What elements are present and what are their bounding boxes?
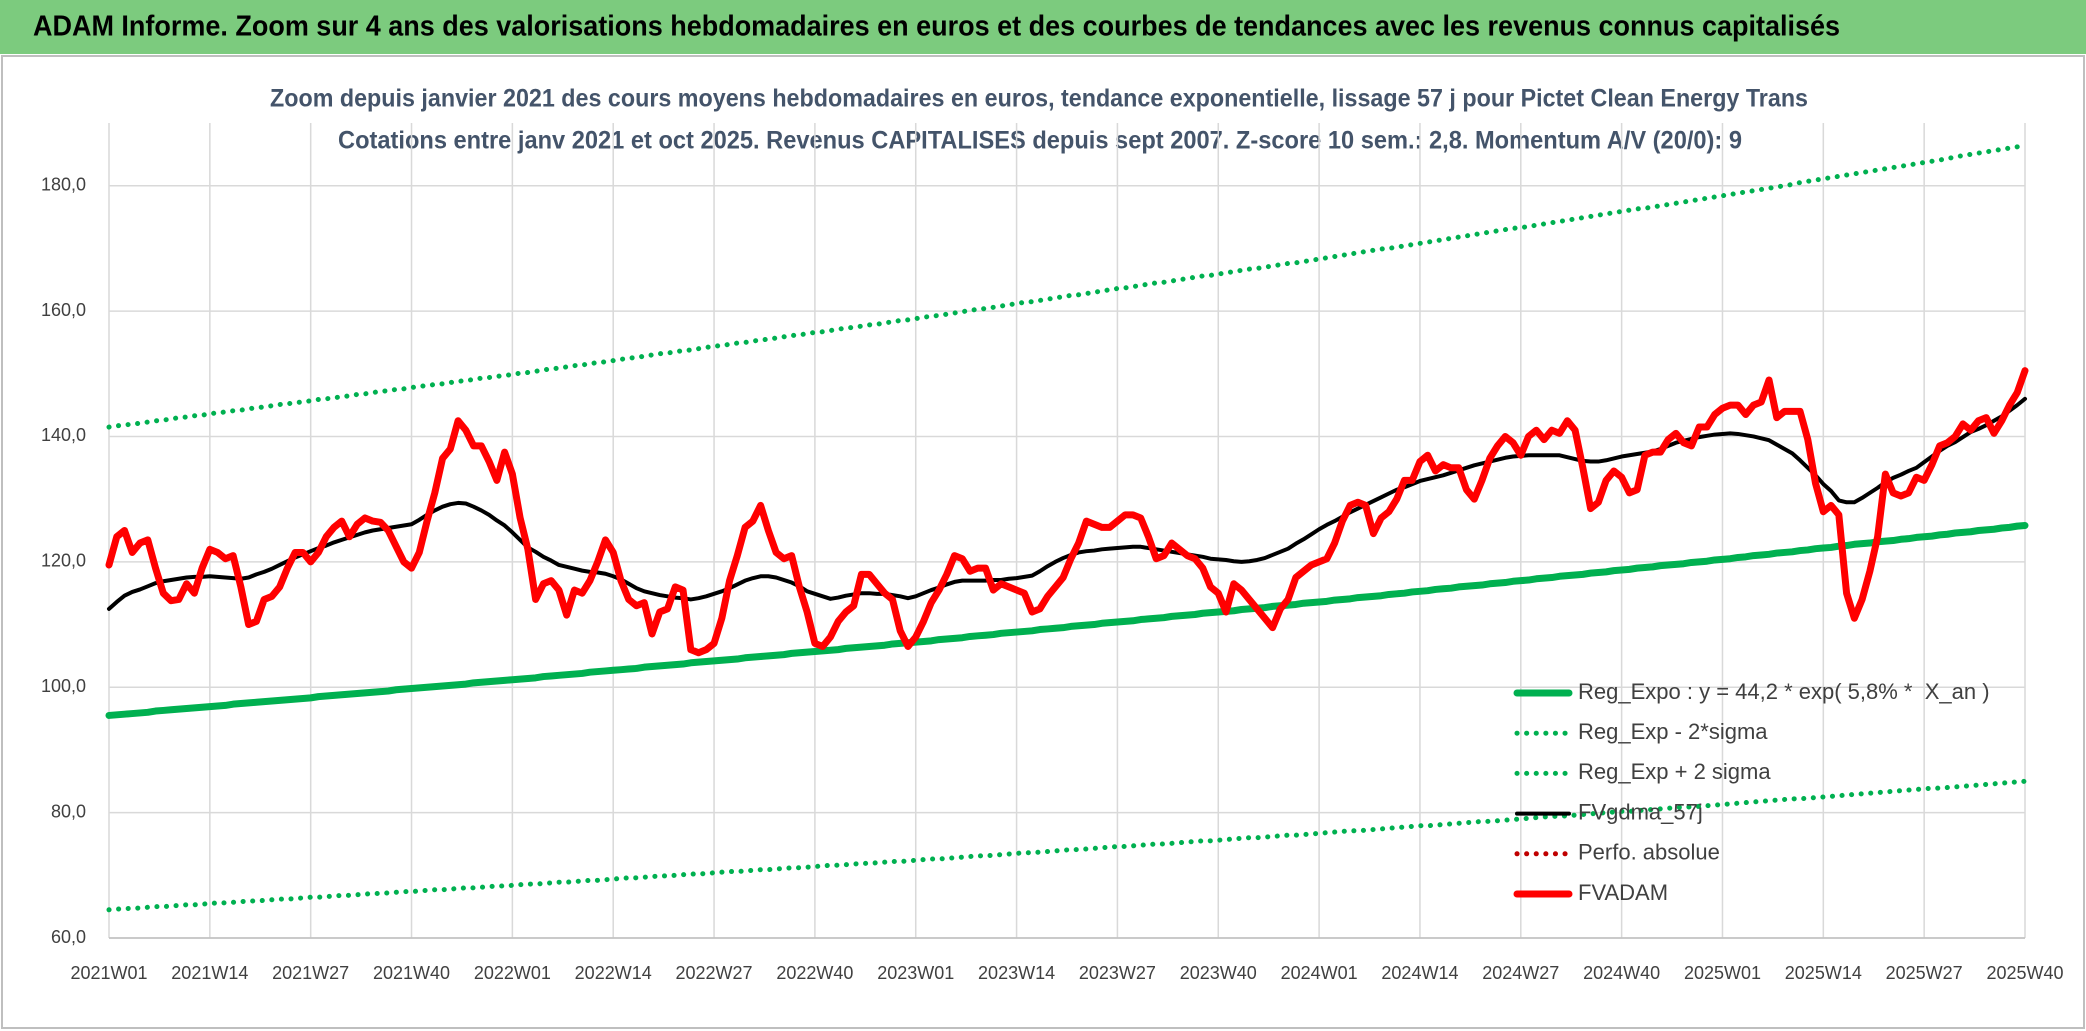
y-tick-label: 180,0 bbox=[41, 174, 86, 194]
y-tick-label: 120,0 bbox=[41, 551, 86, 571]
legend: Reg_Expo : y = 44,2 * exp( 5,8% * X_an )… bbox=[1513, 679, 1990, 905]
x-tick-label: 2022W01 bbox=[474, 963, 551, 983]
series-line bbox=[105, 521, 2029, 719]
legend-label: Perfo. absolue bbox=[1578, 840, 1720, 865]
legend-label: Reg_Exp + 2 sigma bbox=[1578, 759, 1771, 784]
plot-lines bbox=[105, 143, 2029, 913]
grid: 60,0 80,0 100,0 120,0 140,0 160,0 180,0 2021W01… bbox=[41, 123, 2064, 983]
legend-label: Reg_Exp - 2*sigma bbox=[1578, 719, 1768, 744]
series-line bbox=[106, 143, 2028, 430]
x-tick-label: 2023W14 bbox=[978, 963, 1055, 983]
x-tick-label: 2024W01 bbox=[1281, 963, 1358, 983]
x-tick-label: 2023W01 bbox=[877, 963, 954, 983]
y-tick-label: 80,0 bbox=[51, 801, 86, 821]
chart-title: Zoom depuis janvier 2021 des cours moyen… bbox=[270, 85, 1808, 113]
legend-label: Reg_Expo : y = 44,2 * exp( 5,8% * X_an ) bbox=[1578, 679, 1990, 704]
x-tick-label: 2022W27 bbox=[676, 963, 753, 983]
chart-subtitle: Cotations entre janv 2021 et oct 2025. R… bbox=[338, 127, 1742, 155]
x-tick-label: 2021W27 bbox=[272, 963, 349, 983]
x-tick-label: 2025W01 bbox=[1684, 963, 1761, 983]
x-tick-label: 2021W14 bbox=[171, 963, 248, 983]
x-tick-label: 2025W27 bbox=[1886, 963, 1963, 983]
y-tick-label: 100,0 bbox=[41, 676, 86, 696]
y-tick-label: 160,0 bbox=[41, 300, 86, 320]
x-tick-label: 2022W40 bbox=[776, 963, 853, 983]
series-line bbox=[105, 367, 2029, 657]
page-title: ADAM Informe. Zoom sur 4 ans des valoris… bbox=[33, 11, 1840, 43]
header-bar bbox=[0, 0, 2086, 54]
x-tick-label: 2024W40 bbox=[1583, 963, 1660, 983]
x-tick-label: 2022W14 bbox=[575, 963, 652, 983]
chart-frame bbox=[1, 55, 2085, 1029]
x-tick-label: 2021W01 bbox=[70, 963, 147, 983]
x-tick-label: 2025W40 bbox=[1986, 963, 2063, 983]
legend-label: FVADAM bbox=[1578, 880, 1668, 905]
y-tick-label: 140,0 bbox=[41, 425, 86, 445]
x-tick-label: 2023W27 bbox=[1079, 963, 1156, 983]
y-tick-label: 60,0 bbox=[51, 927, 86, 947]
x-tick-label: 2024W27 bbox=[1482, 963, 1559, 983]
series-line bbox=[106, 778, 2028, 913]
x-tick-label: 2023W40 bbox=[1180, 963, 1257, 983]
x-tick-label: 2021W40 bbox=[373, 963, 450, 983]
x-tick-label: 2025W14 bbox=[1785, 963, 1862, 983]
legend-label: FVgdma_57j bbox=[1578, 799, 1703, 824]
x-tick-label: 2024W14 bbox=[1381, 963, 1458, 983]
